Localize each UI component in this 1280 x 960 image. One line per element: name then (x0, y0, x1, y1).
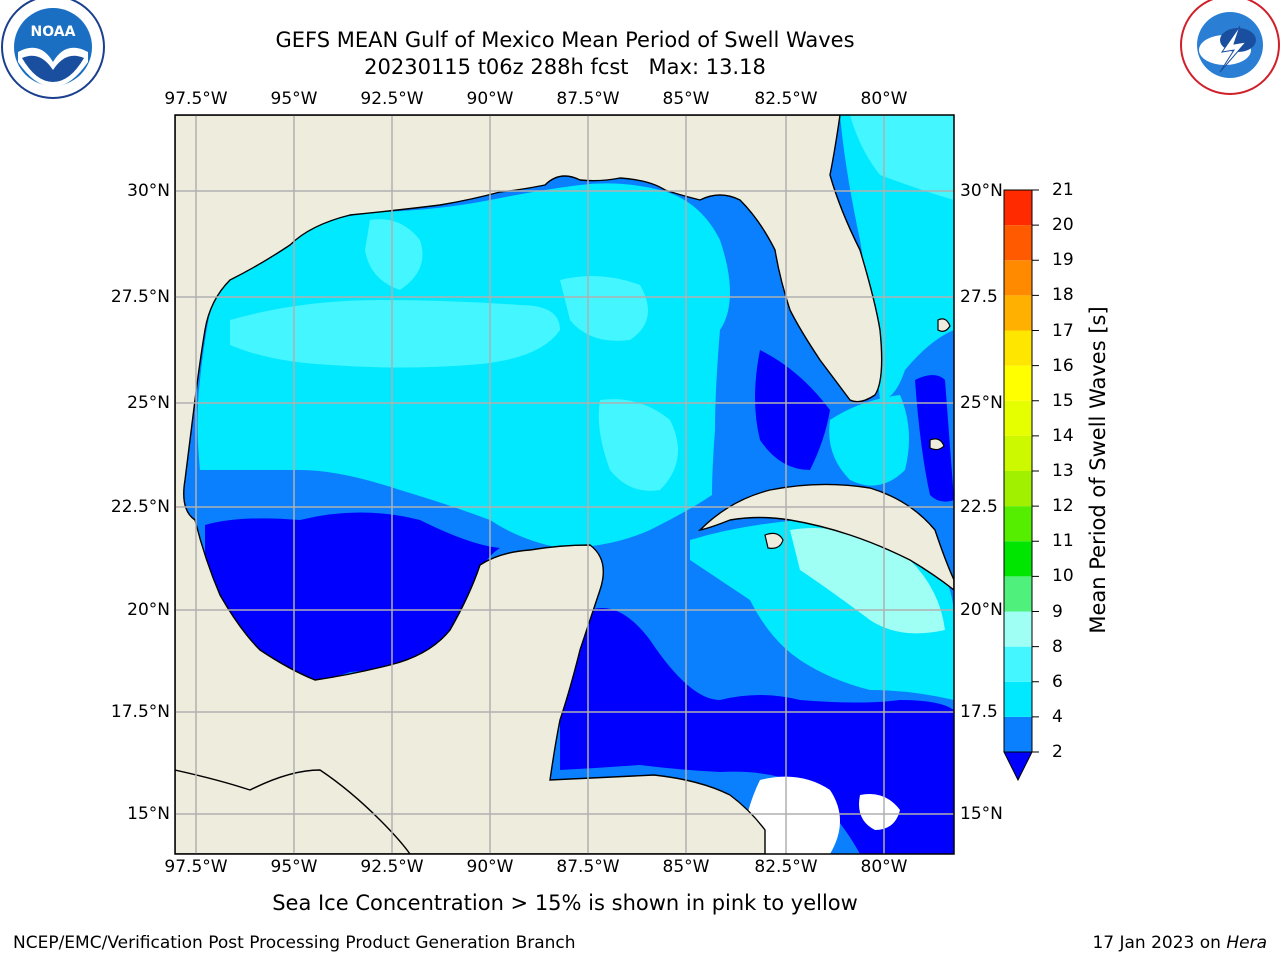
chart-subtitle: 20230115 t06z 288h fcst Max: 13.18 (175, 54, 955, 80)
lat-label-left: 22.5°N (110, 497, 170, 517)
lon-label-bottom: 95°W (270, 857, 318, 877)
lon-label-top: 92.5°W (360, 89, 424, 109)
lat-label-right: 15°N (960, 804, 1003, 824)
colorbar-segment (1004, 471, 1032, 507)
colorbar-segment (1004, 576, 1032, 612)
colorbar-segment (1004, 435, 1032, 471)
lon-label-bottom: 92.5°W (360, 857, 424, 877)
sea-ice-note: Sea Ice Concentration > 15% is shown in … (272, 891, 858, 915)
colorbar-tick-label: 11 (1052, 531, 1074, 552)
chart-title: GEFS MEAN Gulf of Mexico Mean Period of … (275, 28, 855, 52)
lat-label-right: 30°N (960, 181, 1003, 201)
swell-contour-lowest-south (560, 608, 954, 854)
map-grid (175, 115, 954, 854)
colorbar (1003, 189, 1039, 782)
colorbar-segment (1004, 541, 1032, 577)
lat-label-right: 27.5 (960, 287, 998, 307)
lat-label-right: 22.5 (960, 497, 998, 517)
colorbar-segment (1004, 190, 1032, 226)
swell-contour-lowest-florida (755, 350, 830, 470)
lon-label-bottom: 90°W (466, 857, 514, 877)
colorbar-tick-label: 15 (1052, 390, 1074, 411)
colorbar-tick-label: 19 (1052, 250, 1074, 271)
forecast-date: 20230115 t06z 288h fcst (364, 55, 629, 79)
lat-label-right: 17.5 (960, 702, 998, 722)
noaa-logo: NOAA (1, 0, 105, 99)
lat-label-left: 27.5°N (110, 287, 170, 307)
colorbar-tick-label: 20 (1052, 215, 1074, 236)
swell-contour-basin (197, 183, 730, 549)
colorbar-segment (1004, 330, 1032, 366)
colorbar-segment (1004, 295, 1032, 331)
lon-label-top: 82.5°W (754, 89, 818, 109)
colorbar-segment (1004, 716, 1032, 752)
colorbar-tick-label: 18 (1052, 285, 1074, 306)
colorbar-tick-label: 13 (1052, 461, 1074, 481)
noaa-logo-text: NOAA (31, 24, 76, 40)
colorbar-extend-arrow (1003, 751, 1033, 782)
lon-label-bottom: 80°W (860, 857, 908, 877)
colorbar-segment (1004, 365, 1032, 401)
footer-credit: NCEP/EMC/Verification Post Processing Pr… (13, 933, 576, 953)
lat-label-right: 25°N (960, 393, 1003, 413)
lat-label-left: 15°N (127, 804, 170, 824)
lat-label-right: 20°N (960, 600, 1003, 620)
lat-label-left: 30°N (127, 181, 170, 201)
lon-label-top: 87.5°W (556, 89, 620, 109)
colorbar-tick-label: 2 (1052, 742, 1063, 762)
colorbar-tick-label: 10 (1052, 566, 1074, 587)
colorbar-tick-label: 6 (1052, 671, 1063, 692)
colorbar-tick-label: 16 (1052, 355, 1074, 376)
colorbar-segment (1004, 681, 1032, 717)
colorbar-segment (1004, 646, 1032, 682)
colorbar-tick-label: 4 (1052, 706, 1063, 727)
lon-label-top: 95°W (270, 89, 318, 109)
colorbar-tick-label: 8 (1052, 636, 1063, 657)
colorbar-segment (1004, 400, 1032, 436)
colorbar-title: Mean Period of Swell Waves [s] (1086, 306, 1110, 634)
lon-label-top: 80°W (860, 89, 908, 109)
lon-label-bottom: 85°W (662, 857, 710, 877)
lon-label-bottom: 87.5°W (556, 857, 620, 877)
max-value: Max: 13.18 (648, 55, 766, 79)
colorbar-tick-label: 9 (1052, 601, 1063, 622)
colorbar-tick-label: 17 (1052, 320, 1074, 341)
colorbar-tick-label: 21 (1052, 180, 1074, 200)
swell-contour-lowest-west (205, 512, 500, 681)
lat-label-left: 17.5°N (110, 702, 170, 722)
colorbar-tick-label: 12 (1052, 496, 1074, 517)
land-cuba (697, 483, 954, 591)
lon-label-bottom: 82.5°W (754, 857, 818, 877)
footer-date: 17 Jan 2023 on Hera (1092, 933, 1267, 953)
lon-label-bottom: 97.5°W (164, 857, 228, 877)
colorbar-tick-label: 14 (1052, 425, 1074, 446)
footer-machine: Hera (1226, 933, 1267, 953)
colorbar-segment (1004, 260, 1032, 296)
nws-logo (1180, 0, 1280, 95)
colorbar-segment (1004, 506, 1032, 542)
footer-date-text: 17 Jan 2023 on (1092, 933, 1227, 953)
lat-label-left: 20°N (127, 600, 170, 620)
lon-label-top: 85°W (662, 89, 710, 109)
lon-label-top: 97.5°W (164, 89, 228, 109)
colorbar-segment (1004, 225, 1032, 261)
colorbar-segment (1004, 611, 1032, 647)
lat-label-left: 25°N (127, 393, 170, 413)
lon-label-top: 90°W (466, 89, 514, 109)
